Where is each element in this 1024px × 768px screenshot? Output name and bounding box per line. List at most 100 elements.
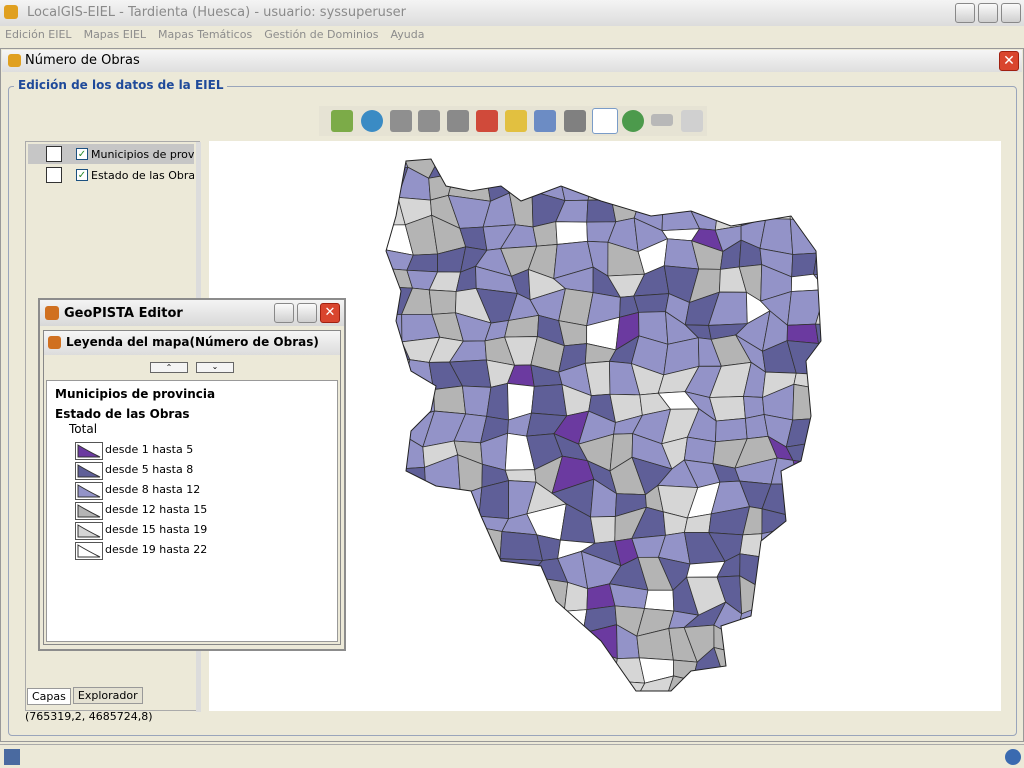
app-icon (4, 5, 18, 19)
dialog-maximize[interactable] (297, 303, 317, 323)
legend-dialog: GeoPISTA Editor ✕ Leyenda del mapa(Númer… (38, 298, 346, 651)
legend-swatch-fill (77, 444, 101, 458)
layer-icon (46, 167, 62, 183)
list-tool[interactable] (534, 110, 556, 132)
legend-body: Municipios de provincia Estado de las Ob… (46, 380, 338, 642)
pan-tool[interactable] (681, 110, 703, 132)
legend-sublabel: Total (69, 422, 98, 436)
legend-swatch (75, 442, 103, 460)
legend-label: desde 15 hasta 19 (105, 523, 208, 536)
municipality (531, 384, 568, 417)
legend-swatch (75, 482, 103, 500)
dialog-minimize[interactable] (274, 303, 294, 323)
menu-item[interactable]: Mapas Temáticos (158, 28, 253, 41)
panel-tab[interactable]: Capas (27, 688, 71, 705)
frame-title-bar: Número de Obras ✕ (2, 50, 1022, 72)
municipality (428, 289, 457, 315)
frame-icon (8, 54, 21, 67)
select-tool[interactable] (592, 108, 618, 134)
status-icon (4, 749, 20, 765)
legend-label: desde 12 hasta 15 (105, 503, 208, 516)
municipality (590, 516, 616, 544)
scroll-up-button[interactable]: ⌃ (150, 362, 188, 373)
municipality (815, 323, 821, 347)
undo-tool[interactable] (390, 110, 412, 132)
maximize-button[interactable] (978, 3, 998, 23)
panel-tab[interactable]: Explorador (72, 687, 143, 704)
status-bar (0, 744, 1024, 768)
municipality (786, 323, 819, 344)
search-tool[interactable] (361, 110, 383, 132)
measure-tool[interactable] (651, 114, 673, 126)
legend-label: desde 5 hasta 8 (105, 463, 194, 476)
municipality (433, 385, 467, 415)
menu-item[interactable]: Edición EIEL (5, 28, 72, 41)
lock-tool[interactable] (564, 110, 586, 132)
layer-checkbox[interactable]: ✓ (76, 148, 88, 160)
municipality (633, 293, 670, 313)
menu-item[interactable]: Gestión de Dominios (264, 28, 379, 41)
legend-swatch-fill (77, 504, 101, 518)
menu-item[interactable]: Ayuda (390, 28, 425, 41)
legend-swatch-fill (77, 484, 101, 498)
province-outline (385, 158, 822, 692)
legend-layer-1: Municipios de provincia (55, 387, 216, 401)
legend-swatch-shape (77, 524, 101, 538)
minimize-button[interactable] (955, 3, 975, 23)
group-title: Edición de los datos de la EIEL (14, 78, 228, 92)
layer-row-selected (28, 144, 194, 164)
legend-swatch (75, 522, 103, 540)
layer-name[interactable]: Estado de las Obras (91, 169, 194, 182)
layer-icon (46, 146, 62, 162)
legend-swatch-shape (77, 444, 101, 458)
menu-bar: Edición EIEL Mapas EIEL Mapas Temáticos Ges… (0, 26, 1024, 44)
legend-icon (48, 336, 61, 349)
municipality (461, 385, 492, 417)
internal-frame: Número de Obras ✕ Edición de los datos d… (0, 48, 1024, 742)
legend-swatch (75, 502, 103, 520)
plugin-tool[interactable] (447, 110, 469, 132)
scroll-down-button[interactable]: ⌄ (196, 362, 234, 373)
group-border (8, 86, 1017, 736)
municipality (644, 589, 675, 612)
frame-close-button[interactable]: ✕ (999, 51, 1019, 71)
layer-name[interactable]: Municipios de provincia (91, 148, 194, 161)
legend-layer-2: Estado de las Obras (55, 407, 190, 421)
layer-checkbox[interactable]: ✓ (76, 169, 88, 181)
legend-swatch (75, 542, 103, 560)
municipality (499, 531, 544, 561)
dialog-title-bar: GeoPISTA Editor ✕ (40, 300, 344, 326)
help-icon[interactable] (1005, 749, 1021, 765)
dialog-close[interactable]: ✕ (320, 303, 340, 323)
legend-swatch-shape (77, 544, 101, 558)
zoom-tool[interactable] (622, 110, 644, 132)
legend-swatch (75, 462, 103, 480)
dialog-icon (45, 306, 59, 320)
redo-tool[interactable] (418, 110, 440, 132)
legend-title-bar: Leyenda del mapa(Número de Obras) (44, 331, 340, 355)
window-title: LocalGIS-EIEL - Tardienta (Huesca) - usu… (27, 5, 407, 20)
frame-title: Número de Obras (25, 53, 140, 68)
municipality (683, 436, 716, 465)
municipality (555, 221, 588, 245)
status-coordinates: (765319,2, 4685724,8) (25, 710, 153, 723)
municipality (813, 252, 821, 278)
municipality (635, 675, 675, 691)
menu-item[interactable]: Mapas EIEL (83, 28, 147, 41)
title-bar: LocalGIS-EIEL - Tardienta (Huesca) - usu… (0, 0, 1024, 26)
edit-tool[interactable] (331, 110, 353, 132)
municipality (739, 533, 763, 558)
municipality (790, 273, 821, 292)
legend-swatch-fill (77, 544, 101, 558)
layers-tool[interactable] (505, 110, 527, 132)
legend-swatch-shape (77, 464, 101, 478)
close-button[interactable] (1001, 3, 1021, 23)
sld-tool[interactable] (476, 110, 498, 132)
legend-title: Leyenda del mapa(Número de Obras) (66, 335, 319, 349)
toolbar (319, 106, 707, 136)
legend-swatch-shape (77, 504, 101, 518)
legend-swatch-fill (77, 524, 101, 538)
legend-swatch-shape (77, 484, 101, 498)
municipality (709, 396, 746, 422)
